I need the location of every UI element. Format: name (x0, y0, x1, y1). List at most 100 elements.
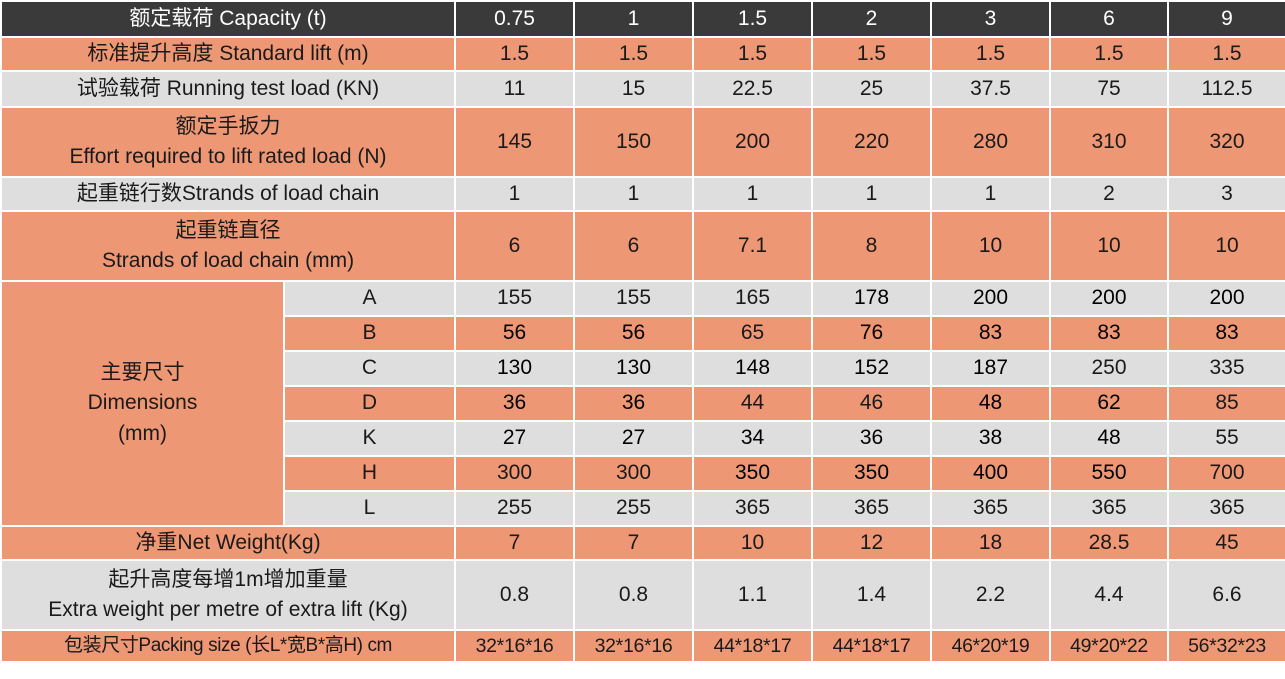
dimension-value: 27 (573, 420, 695, 457)
dimensions-label-en: Dimensions (87, 391, 198, 415)
extra-weight-value: 6.6 (1167, 559, 1285, 631)
chain-diameter-value: 10 (1049, 210, 1170, 282)
dimension-row-a: 主要尺寸 Dimensions (mm) A 155 155 165 178 2… (0, 280, 1285, 527)
effort-value: 145 (454, 106, 576, 178)
effort-value: 310 (1049, 106, 1170, 178)
strands-row: 起重链行数Strands of load chain 1 1 1 1 1 2 3 (0, 176, 1285, 212)
dimension-value: 178 (811, 280, 933, 317)
dimension-value: 365 (692, 490, 814, 527)
dimension-value: 255 (573, 490, 695, 527)
chain-diameter-value: 7.1 (692, 210, 814, 282)
net-weight-value: 45 (1167, 525, 1285, 561)
effort-label-en: Effort required to lift rated load (N) (69, 145, 387, 168)
chain-diameter-label-en: Strands of load chain (mm) (101, 249, 355, 272)
net-weight-value: 18 (930, 525, 1052, 561)
strands-value: 1 (454, 176, 576, 212)
dimension-key: H (282, 455, 457, 492)
standard-lift-value: 1.5 (811, 36, 933, 72)
standard-lift-label: 标准提升高度 Standard lift (m) (0, 36, 457, 72)
dimension-value: 44 (692, 385, 814, 422)
dimensions-label-unit: (mm) (118, 421, 167, 445)
dimension-key: L (282, 490, 457, 527)
dimension-value: 36 (454, 385, 576, 422)
dimension-value: 365 (930, 490, 1052, 527)
capacity-value: 3 (930, 0, 1052, 38)
standard-lift-value: 1.5 (1167, 36, 1285, 72)
chain-diameter-value: 6 (573, 210, 695, 282)
dimension-value: 55 (1167, 420, 1285, 457)
effort-row: 额定手扳力 Effort required to lift rated load… (0, 106, 1285, 178)
strands-value: 1 (692, 176, 814, 212)
dimension-value: 400 (930, 455, 1052, 492)
dimension-key: K (282, 420, 457, 457)
strands-value: 1 (573, 176, 695, 212)
dimension-value: 155 (573, 280, 695, 317)
dimension-value: 300 (454, 455, 576, 492)
standard-lift-value: 1.5 (930, 36, 1052, 72)
dimension-value: 130 (454, 350, 576, 387)
net-weight-value: 7 (573, 525, 695, 561)
capacity-value: 1 (573, 0, 695, 38)
dimension-key: A (282, 280, 457, 317)
dimension-key: D (282, 385, 457, 422)
dimension-value: 365 (811, 490, 933, 527)
dimension-value: 148 (692, 350, 814, 387)
extra-weight-value: 1.4 (811, 559, 933, 631)
packing-size-value: 44*18*17 (811, 629, 933, 663)
net-weight-row: 净重Net Weight(Kg) 7 7 10 12 18 28.5 45 (0, 525, 1285, 561)
dimension-value: 46 (811, 385, 933, 422)
packing-size-value: 44*18*17 (692, 629, 814, 663)
chain-diameter-value: 8 (811, 210, 933, 282)
dimension-value: 76 (811, 315, 933, 352)
packing-size-row: 包装尺寸Packing size (长L*宽B*高H) cm 32*16*16 … (0, 629, 1285, 663)
strands-value: 3 (1167, 176, 1285, 212)
dimension-value: 335 (1167, 350, 1285, 387)
dimension-value: 255 (454, 490, 576, 527)
strands-value: 1 (930, 176, 1052, 212)
dimension-row-d: D 36 36 44 46 48 62 85 (1, 385, 1285, 422)
dimension-row-l: L 255 255 365 365 365 365 365 (1, 490, 1285, 527)
dimension-value: 350 (811, 455, 933, 492)
standard-lift-value: 1.5 (573, 36, 695, 72)
capacity-value: 1.5 (692, 0, 814, 38)
dimension-row-k: K 27 27 34 36 38 48 55 (1, 420, 1285, 457)
dimension-value: 34 (692, 420, 814, 457)
dimension-value: 187 (930, 350, 1052, 387)
dimension-value: 200 (1167, 280, 1285, 317)
dimension-value: 165 (692, 280, 814, 317)
extra-weight-value: 0.8 (573, 559, 695, 631)
capacity-value: 6 (1049, 0, 1170, 38)
running-test-load-row: 试验载荷 Running test load (KN) 11 15 22.5 2… (0, 70, 1285, 108)
dimension-value: 62 (1049, 385, 1170, 422)
strands-value: 2 (1049, 176, 1170, 212)
dimension-value: 365 (1167, 490, 1285, 527)
standard-lift-row: 标准提升高度 Standard lift (m) 1.5 1.5 1.5 1.5… (0, 36, 1285, 72)
capacity-value: 2 (811, 0, 933, 38)
effort-value: 200 (692, 106, 814, 178)
capacity-label: 额定载荷 Capacity (t) (0, 0, 457, 38)
dimension-value: 250 (1049, 350, 1170, 387)
chain-diameter-value: 10 (930, 210, 1052, 282)
dimension-value: 130 (573, 350, 695, 387)
effort-value: 150 (573, 106, 695, 178)
net-weight-value: 7 (454, 525, 576, 561)
standard-lift-value: 1.5 (1049, 36, 1170, 72)
standard-lift-value: 1.5 (692, 36, 814, 72)
standard-lift-value: 1.5 (454, 36, 576, 72)
extra-weight-value: 2.2 (930, 559, 1052, 631)
dimension-value: 85 (1167, 385, 1285, 422)
net-weight-value: 10 (692, 525, 814, 561)
strands-label: 起重链行数Strands of load chain (0, 176, 457, 212)
net-weight-value: 28.5 (1049, 525, 1170, 561)
packing-size-value: 32*16*16 (573, 629, 695, 663)
capacity-row: 额定载荷 Capacity (t) 0.75 1 1.5 2 3 6 9 (0, 0, 1285, 38)
dimension-row-c: C 130 130 148 152 187 250 335 (1, 350, 1285, 387)
extra-weight-label-en: Extra weight per metre of extra lift (Kg… (48, 598, 408, 621)
dimension-value: 350 (692, 455, 814, 492)
dimension-value: 200 (930, 280, 1052, 317)
dimension-row-h: H 300 300 350 350 400 550 700 (1, 455, 1285, 492)
effort-label: 额定手扳力 Effort required to lift rated load… (0, 106, 457, 178)
effort-value: 320 (1167, 106, 1285, 178)
running-test-load-value: 15 (573, 70, 695, 108)
packing-size-label: 包装尺寸Packing size (长L*宽B*高H) cm (0, 629, 457, 663)
